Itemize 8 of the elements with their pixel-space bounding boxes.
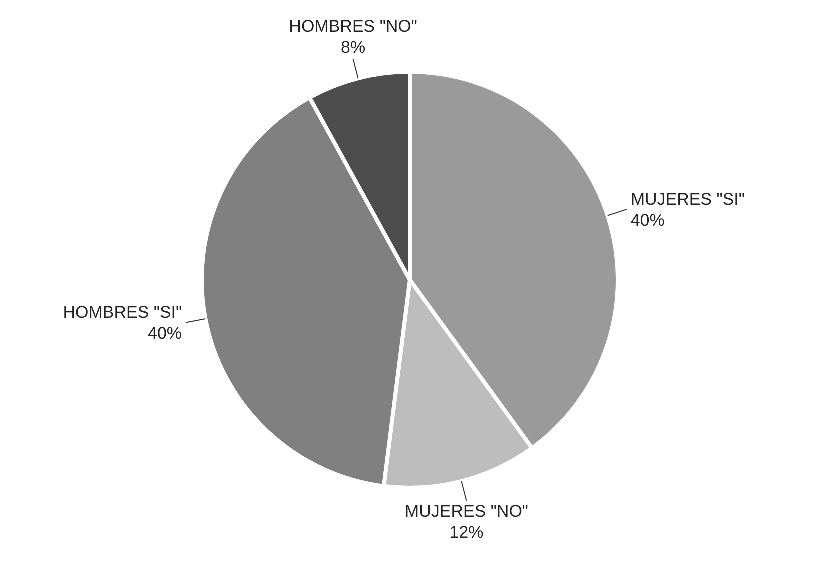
slice-label: MUJERES "SI" — [630, 190, 745, 210]
data-label: 12% — [450, 522, 484, 542]
slice-label: MUJERES "NO" — [404, 502, 528, 521]
slice-label: HOMBRES "SI" — [63, 303, 182, 322]
data-label: 40% — [630, 211, 665, 230]
data-label: 40% — [148, 324, 182, 344]
slice-label: HOMBRES "NO" — [289, 17, 418, 36]
data-label: 8% — [341, 38, 366, 58]
